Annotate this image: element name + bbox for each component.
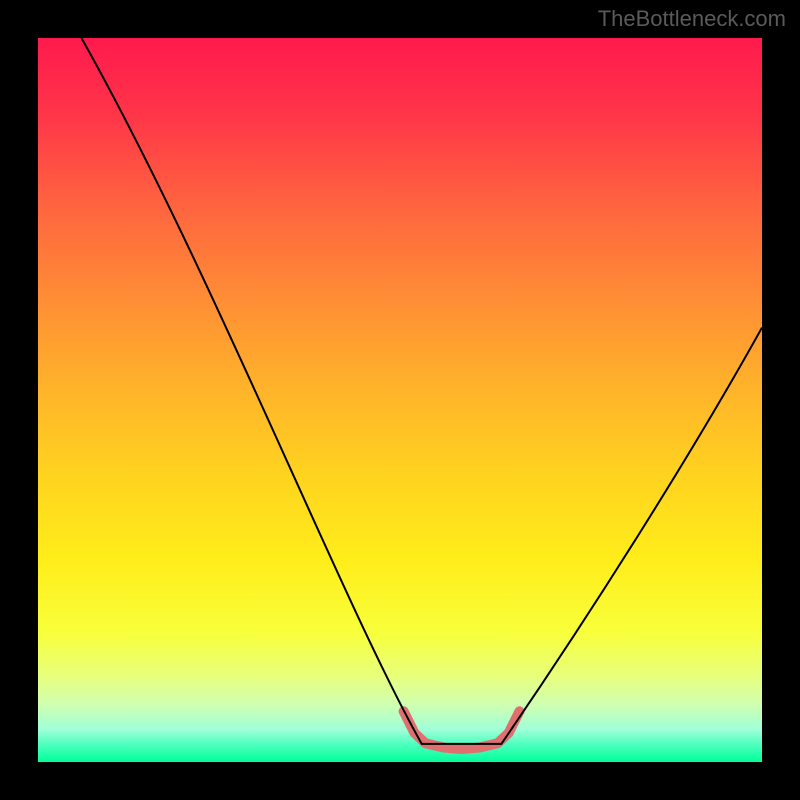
chart-svg-layer (38, 38, 762, 762)
watermark-text: TheBottleneck.com (598, 6, 786, 32)
v-curve (81, 38, 762, 744)
chart-plot-area (38, 38, 762, 762)
